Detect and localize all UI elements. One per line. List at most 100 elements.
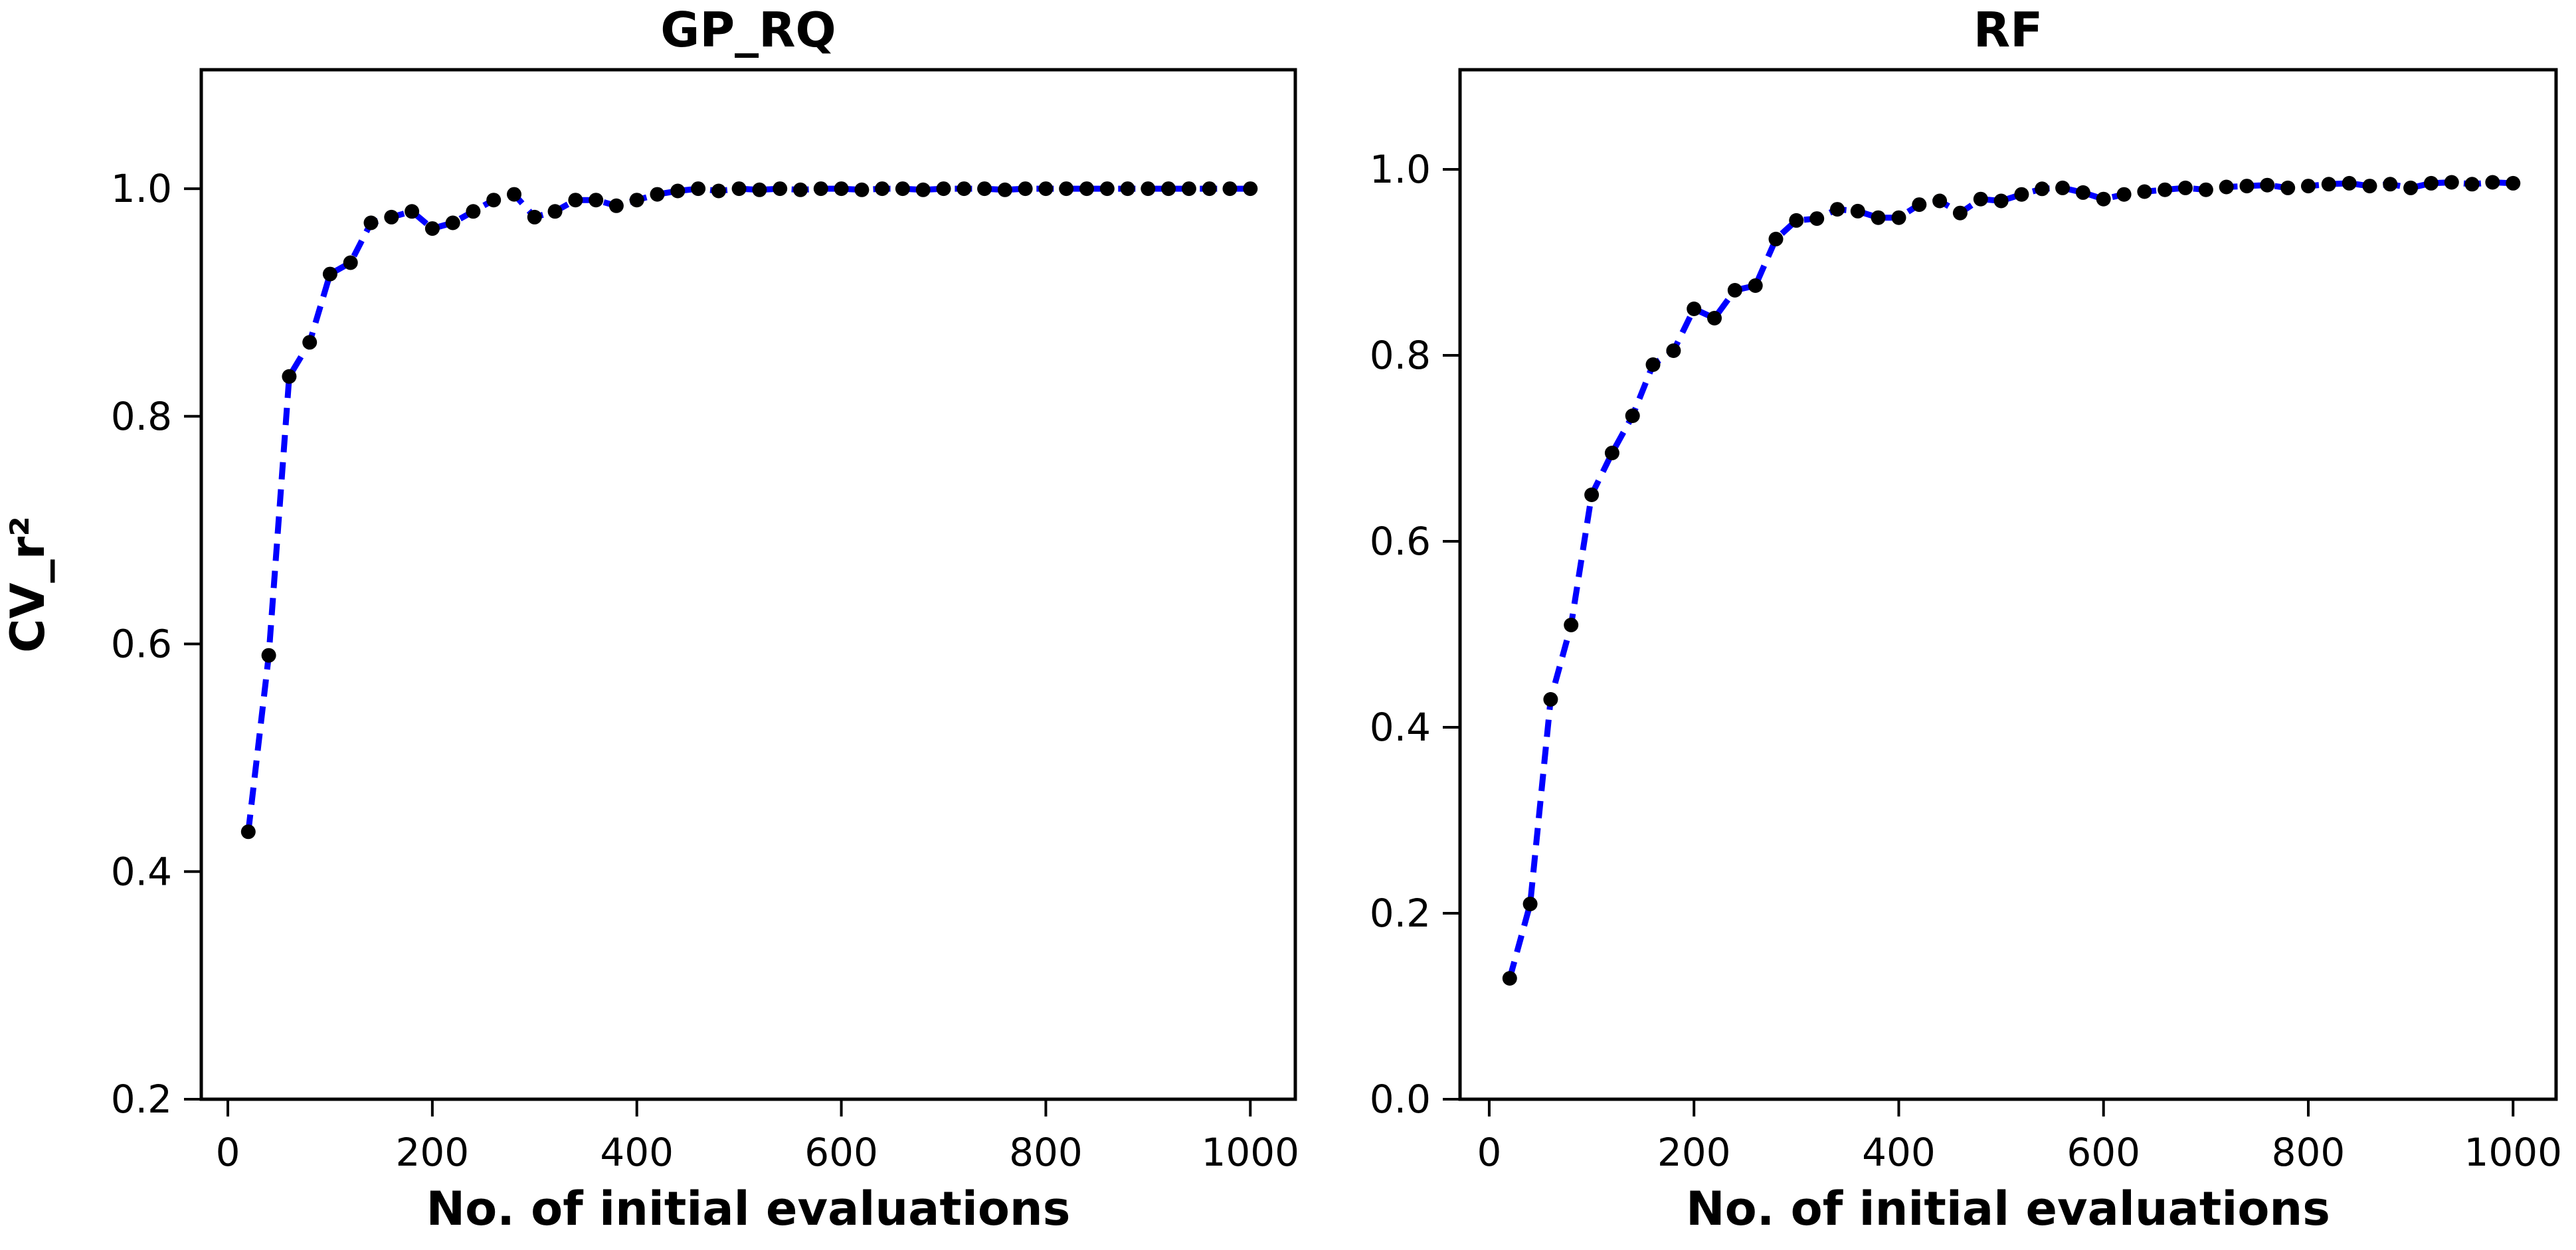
data-point [1018,181,1033,197]
x-axis-label: No. of initial evaluations [1686,1182,2330,1236]
data-point [1687,302,1702,316]
y-tick-label: 0.4 [1370,705,1431,750]
data-point [568,193,583,208]
data-point [1952,205,1968,221]
data-point [1161,181,1176,197]
data-point [2260,177,2275,193]
data-point [1181,181,1196,197]
data-point [629,193,644,208]
data-point [2280,180,2296,195]
data-point [752,182,767,197]
data-point [1502,971,1517,986]
x-tick-label: 1000 [2464,1130,2562,1175]
plot-frame [1458,68,2558,1101]
data-point [282,369,297,384]
data-point [2239,179,2254,194]
data-point [2178,180,2193,195]
data-point [547,204,563,219]
data-point [1059,181,1074,197]
data-point [957,181,972,197]
data-point [1891,210,1906,225]
x-tick-label: 400 [600,1130,674,1175]
data-point [1809,211,1825,226]
data-point [486,193,502,208]
data-point [1120,181,1135,197]
data-point [1912,197,1927,213]
data-point [2342,175,2357,191]
data-point [854,182,870,197]
data-point [1973,191,1988,207]
y-tick-label: 1.0 [1370,147,1431,192]
data-point [875,181,890,197]
data-point [2321,177,2336,192]
data-point [445,215,460,230]
data-point [936,181,951,197]
x-tick-label: 0 [216,1130,240,1175]
data-point [2116,187,2132,202]
x-tick-label: 1000 [1201,1130,1299,1175]
data-point [1564,618,1579,632]
data-point [2485,175,2500,190]
data-point [2075,185,2090,200]
data-point [405,204,420,219]
data-point [1141,181,1156,197]
data-point [813,181,828,197]
y-tick-label: 0.0 [1370,1077,1431,1122]
x-tick-label: 200 [1657,1130,1731,1175]
series-line [1507,179,2514,980]
data-point [731,181,747,197]
y-tick-label: 0.2 [1370,891,1431,936]
series-line [245,185,1251,832]
data-point [670,183,686,199]
data-point [343,255,358,270]
data-point [1543,692,1558,707]
data-point [895,181,910,197]
data-point [2424,175,2438,191]
data-point [1604,446,1619,460]
data-point [1932,193,1948,209]
data-point [2362,179,2377,194]
data-point [773,181,788,197]
data-point [2383,177,2398,192]
y-tick-label: 0.4 [111,849,172,894]
data-point [2464,177,2480,192]
data-point [1625,408,1640,423]
data-point [527,209,542,224]
data-point [1522,897,1538,911]
subplot-gp-rq: 0 200 400 600 800 1000 1.0 0.8 0.6 0.4 0.2 GP_RQ No.… [1,2,1299,1236]
data-point [608,198,624,213]
y-tick-label: 0.8 [1370,333,1431,378]
data-point [997,182,1012,197]
y-tick-label: 1.0 [111,166,172,211]
data-point [2219,179,2234,195]
data-point [1038,181,1054,197]
data-point [261,648,276,663]
data-point [322,266,337,282]
data-point [1748,278,1763,293]
x-tick-label: 0 [1477,1130,1501,1175]
data-point [711,183,726,199]
data-point [1850,203,1865,219]
data-point [363,215,379,230]
data-point [1079,181,1094,197]
data-point [1099,181,1115,197]
data-point [1243,181,1258,197]
data-point [1222,181,1238,197]
data-point [1830,202,1845,217]
data-point [1707,311,1722,325]
data-point [650,187,665,202]
subplot-title: RF [1974,2,2043,58]
data-point [1993,193,2009,209]
x-axis-label: No. of initial evaluations [426,1182,1071,1236]
x-tick-label: 800 [1009,1130,1083,1175]
data-point [240,824,256,840]
x-tick-label: 400 [1862,1130,1936,1175]
data-point [2444,175,2459,190]
plot-frame [199,68,1297,1101]
data-point [915,182,931,197]
data-point [2506,175,2521,191]
x-tick-label: 600 [2067,1130,2140,1175]
x-tick-label: 800 [2272,1130,2346,1175]
